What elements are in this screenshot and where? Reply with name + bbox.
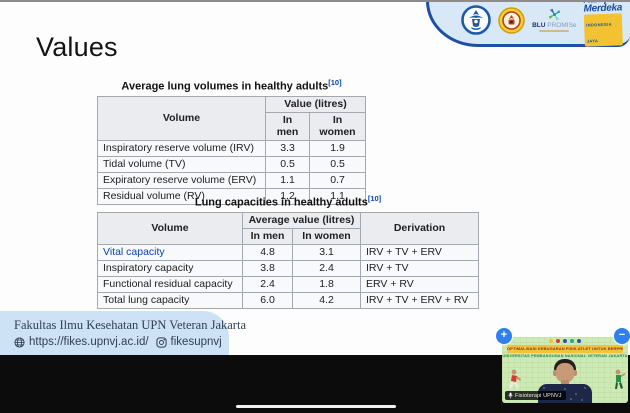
zoom-in-button[interactable]: + [496, 328, 512, 344]
athlete-illustration-right [611, 368, 626, 399]
table-row: Inspiratory capacity 3.8 2.4 IRV + TV [97, 259, 480, 277]
table-title: Average lung volumes in healthy adults[1… [121, 78, 342, 93]
column-header-volume: Volume [97, 211, 243, 245]
table-header-row: Volume Average value (litres) Derivation [97, 211, 480, 245]
microphone-icon [508, 392, 513, 399]
table-header-row: Volume Value (litres) [97, 95, 367, 141]
column-header-derivation: Derivation [360, 211, 480, 245]
lung-capacities-table: Volume Average value (litres) Derivation… [97, 211, 480, 309]
video-banner-subtitle: UNIVERSITAS PEMBANGUNAN NASIONAL VETERAN… [502, 354, 628, 358]
instagram-icon [155, 336, 167, 348]
table-row: Residual volume (RV) 1.2 1.1 [97, 187, 367, 205]
mini-logo-icon [577, 339, 581, 343]
video-header-logos [502, 339, 628, 343]
faculty-links-row: https://fikes.upnvj.ac.id/ fikesupnvj [14, 336, 229, 348]
column-header-in-men: In men [242, 227, 293, 245]
upn-veteran-jakarta-logo-icon [498, 6, 525, 34]
reference-link: [10] [367, 194, 382, 203]
table-subheader-row: In men In women [98, 111, 367, 141]
kampus-merdeka-logo: Kampus Merdeka INDONESIA JAYA [582, 0, 623, 47]
table-subheader-row: In men In women [98, 227, 479, 245]
presenter-video-thumbnail[interactable]: OPTIMALISASI KEBUGARAN FISIK ATLET UNTUK… [502, 337, 628, 403]
kemdikbud-logo-icon [461, 5, 491, 35]
video-banner-title: OPTIMALISASI KEBUGARAN FISIK ATLET UNTUK… [507, 345, 623, 353]
athlete-illustration-left [506, 368, 522, 399]
page-title: Values [36, 32, 118, 62]
zoom-out-button[interactable]: − [614, 328, 630, 344]
kampus-merdeka-sub: INDONESIA JAYA [585, 21, 612, 44]
globe-icon [14, 336, 25, 348]
faculty-website: https://fikes.upnvj.ac.id/ [29, 336, 149, 348]
presentation-slide: Values Average lung volumes in healthy a… [0, 2, 630, 357]
vital-capacity-link: Vital capacity [103, 246, 165, 259]
table-row: Tidal volume (TV) 0.5 0.5 [97, 155, 367, 173]
column-header-in-women: In women [291, 227, 362, 245]
participant-name: Fisioterapi UPNVJ [515, 392, 562, 399]
taskbar-handle[interactable] [236, 405, 396, 408]
blu-promise-logo: BLU PROMISe [532, 8, 577, 33]
blu-promise-label: BLU PROMISe [532, 21, 577, 29]
participant-name-tag: Fisioterapi UPNVJ [505, 391, 566, 400]
institution-logo-banner: BLU PROMISe Kampus Merdeka INDONESIA JAY… [426, 0, 630, 47]
presenter-ear [573, 370, 577, 376]
faculty-name: Fakultas Ilmu Kesehatan UPN Veteran Jaka… [14, 318, 246, 332]
reference-link: [10] [328, 78, 342, 87]
kampus-merdeka-word2: Merdeka [582, 1, 622, 15]
lung-volumes-table: Volume Value (litres) In men In women In… [97, 95, 367, 205]
window-top-edge [0, 0, 630, 2]
table-row: Inspiratory reserve volume (IRV) 3.3 1.9 [97, 139, 367, 157]
mini-logo-icon [556, 339, 560, 343]
table-row: Total lung capacity 6.0 4.2 IRV + TV + E… [97, 291, 480, 309]
column-header-in-women: In women [308, 111, 367, 141]
faculty-footer-banner: Fakultas Ilmu Kesehatan UPN Veteran Jaka… [0, 311, 246, 357]
mini-logo-icon [570, 339, 574, 343]
blu-promise-icon [548, 8, 560, 20]
blu-promise-tagline [539, 30, 570, 33]
table-row: Vital capacity 4.8 3.1 IRV + TV + ERV [97, 243, 480, 261]
column-group-header-value: Value (litres) [264, 95, 367, 113]
column-header-volume: Volume [97, 95, 266, 141]
presenter-ear [553, 370, 557, 376]
table-title: Lung capacities in healthy adults[10] [194, 194, 382, 209]
table-row: Expiratory reserve volume (ERV) 1.1 0.7 [97, 171, 367, 189]
table-row: Functional residual capacity 2.4 1.8 ERV… [97, 275, 480, 293]
kampus-merdeka-chip: INDONESIA JAYA [583, 12, 623, 47]
mini-logo-icon [563, 339, 567, 343]
instagram-handle: fikesupnvj [170, 336, 222, 348]
lung-capacities-table-section: Lung capacities in healthy adults[10] Vo… [97, 194, 480, 309]
lung-volumes-table-section: Average lung volumes in healthy adults[1… [97, 78, 367, 205]
presenter-neck [561, 380, 569, 386]
mini-logo-icon [549, 339, 553, 343]
column-group-header-value: Average value (litres) [241, 211, 362, 229]
presenter-face [556, 363, 574, 382]
column-header-in-men: In men [265, 111, 310, 141]
